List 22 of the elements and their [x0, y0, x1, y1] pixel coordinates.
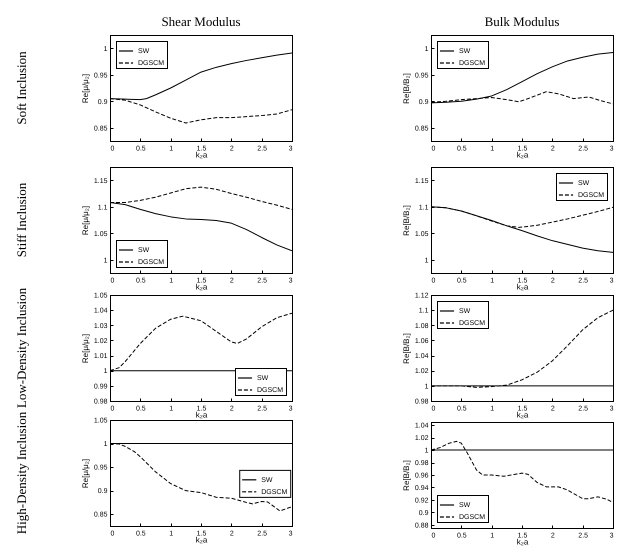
x-axis-title: k₂a — [196, 150, 208, 160]
x-axis-title: k₂a — [196, 282, 208, 292]
text: Low-Density Inclusion — [14, 287, 29, 408]
x-axis-title: k₂a — [196, 536, 208, 544]
y-axis-title: Re[μ/μ₂] — [80, 458, 90, 488]
y-axis-title: Re[μ/μ₂] — [80, 334, 90, 364]
chart-title: Shear Modulus — [161, 14, 241, 29]
x-axis-title: k₂a — [196, 410, 208, 420]
y-axis-title: Re[B/B₂] — [402, 73, 411, 104]
text: Stiff Inclusion — [14, 182, 29, 258]
y-axis-title: Re[μ/μ₂] — [80, 206, 90, 236]
y-axis-title: Re[μ/μ₂] — [80, 74, 90, 104]
x-axis-title: k₂a — [516, 410, 529, 420]
y-axis-title: Re[B/B₂] — [402, 333, 411, 364]
text: Soft Inclusion — [14, 50, 29, 125]
text: High-Density Inclusion — [14, 411, 29, 534]
y-axis-title: Re[B/B₂] — [402, 460, 411, 491]
y-axis-title: Re[B/B₂] — [402, 205, 411, 236]
x-axis-title: k₂a — [516, 282, 529, 292]
chart-title: Bulk Modulus — [484, 14, 560, 29]
x-axis-title: k₂a — [516, 538, 529, 546]
x-axis-title: k₂a — [516, 150, 529, 160]
